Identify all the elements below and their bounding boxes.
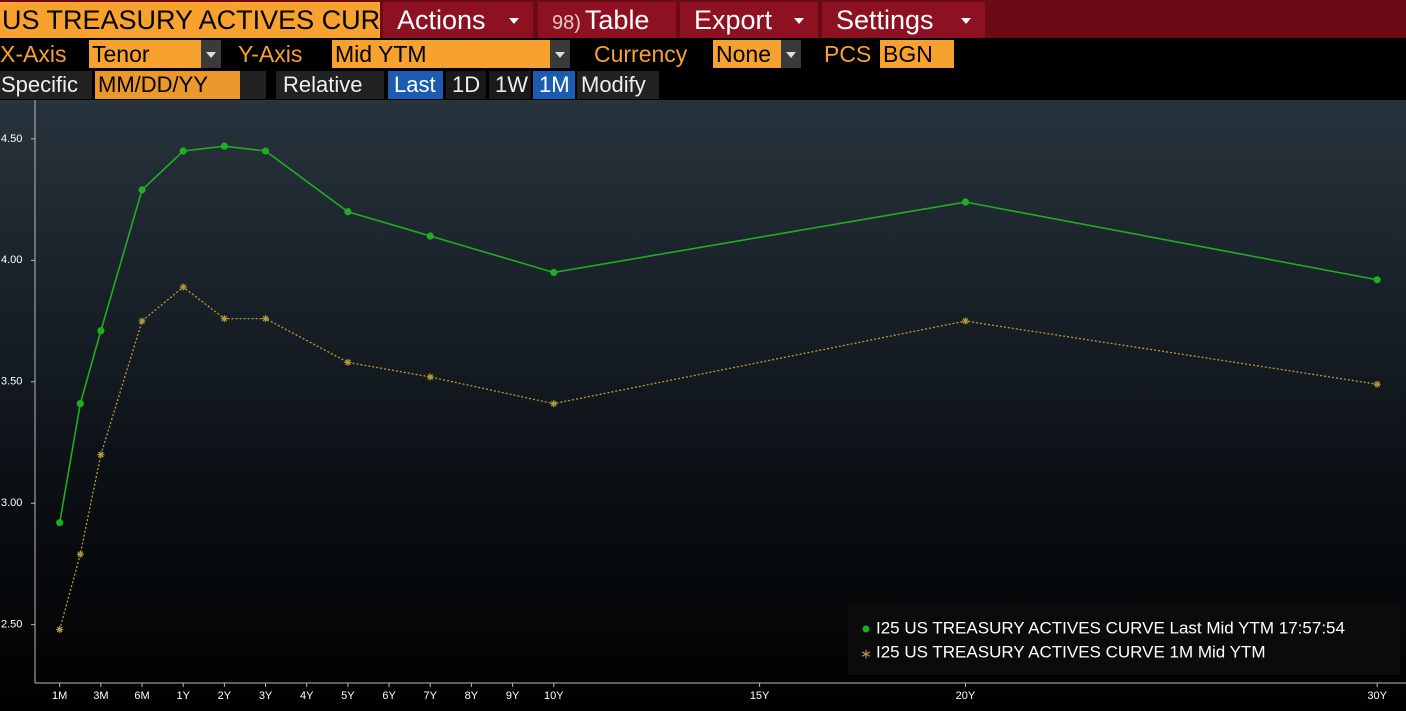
- x-tick-label: 20Y: [956, 690, 976, 702]
- data-point: [220, 315, 228, 323]
- x-tick-label: 1Y: [176, 690, 190, 702]
- period-button[interactable]: Last: [388, 71, 443, 99]
- x-tick-label: 30Y: [1367, 690, 1387, 702]
- data-point: [262, 315, 270, 323]
- data-point: [1373, 276, 1381, 284]
- x-tick-label: 9Y: [506, 690, 520, 702]
- data-point: [344, 358, 352, 366]
- data-point: [56, 626, 64, 634]
- dropdown-arrow[interactable]: [781, 40, 801, 68]
- data-point: [138, 317, 146, 325]
- field-label: PCS: [824, 41, 872, 67]
- field-input[interactable]: None: [713, 40, 781, 68]
- data-point: [261, 147, 270, 155]
- y-tick-label: 4.00: [1, 254, 22, 266]
- data-point: [97, 327, 105, 335]
- x-tick-label: 6M: [134, 690, 149, 702]
- legend-label: I25 US TREASURY ACTIVES CURVE Last Mid Y…: [876, 618, 1345, 637]
- data-point: [426, 373, 434, 381]
- period-button[interactable]: 1W: [489, 71, 531, 99]
- field-label: Y-Axis: [238, 41, 303, 67]
- dropdown-arrow[interactable]: [201, 40, 221, 68]
- legend-label: I25 US TREASURY ACTIVES CURVE 1M Mid YTM: [876, 642, 1266, 661]
- data-point: [1373, 380, 1381, 388]
- series-line: [58, 145, 1378, 523]
- data-point: [426, 232, 434, 240]
- dropdown-arrow[interactable]: [550, 40, 570, 68]
- x-tick-label: 3Y: [259, 690, 273, 702]
- field-label: Currency: [594, 41, 688, 67]
- data-point: [56, 519, 64, 527]
- specific-label: Specific: [0, 71, 92, 99]
- x-tick-label: 8Y: [465, 690, 479, 702]
- y-tick-label: 3.00: [1, 497, 22, 509]
- y-tick-label: 3.50: [1, 376, 22, 388]
- data-point: [550, 400, 558, 408]
- x-tick-label: 5Y: [341, 690, 355, 702]
- data-point: [220, 142, 228, 150]
- x-tick-label: 6Y: [382, 690, 396, 702]
- table-menu[interactable]: 98) Table: [538, 2, 676, 38]
- data-point: [961, 198, 970, 206]
- legend-marker: ∗: [860, 646, 872, 662]
- data-point: [97, 451, 105, 459]
- date-input[interactable]: MM/DD/YY: [95, 71, 240, 99]
- field-input[interactable]: Mid YTM: [332, 40, 550, 68]
- window-title: US TREASURY ACTIVES CURV: [0, 2, 380, 38]
- data-point: [76, 400, 84, 408]
- actions-menu[interactable]: Actions: [383, 2, 533, 38]
- x-tick-label: 15Y: [750, 690, 770, 702]
- calendar-icon[interactable]: [240, 71, 266, 99]
- x-tick-label: 10Y: [544, 690, 564, 702]
- export-menu[interactable]: Export: [680, 2, 818, 38]
- series-line: [59, 286, 1378, 630]
- date-bar: Specific MM/DD/YY Relative Last 1D 1W 1M…: [0, 70, 1406, 100]
- legend-marker: [862, 625, 870, 633]
- chart: 2.50 3.00 3.50 4.00 4.50 1M 3M 6M 1Y 2Y 3Y 4Y 5Y 6Y 7Y…: [0, 100, 1406, 711]
- field-input[interactable]: Tenor: [89, 40, 201, 68]
- data-point: [550, 268, 558, 277]
- field-bar: X-Axis Tenor Y-Axis Mid YTM Currency Non…: [0, 38, 1406, 70]
- data-point: [76, 550, 84, 558]
- x-tick-label: 4Y: [300, 690, 314, 702]
- data-point: [344, 208, 352, 216]
- menu-label: Table: [584, 5, 650, 35]
- data-point: [961, 317, 969, 325]
- period-button[interactable]: 1M: [533, 71, 575, 99]
- data-point: [179, 147, 187, 155]
- data-point: [179, 283, 187, 291]
- data-point: [138, 186, 146, 194]
- x-tick-label: 2Y: [218, 690, 232, 702]
- field-input[interactable]: BGN: [880, 40, 954, 68]
- modify-button[interactable]: Modify: [577, 71, 659, 99]
- x-tick-label: 3M: [93, 690, 108, 702]
- settings-menu[interactable]: Settings: [822, 2, 985, 38]
- relative-label: Relative: [276, 71, 384, 99]
- menu-bar: US TREASURY ACTIVES CURV Actions 98) Tabl…: [0, 0, 1406, 38]
- y-tick-label: 2.50: [1, 619, 22, 631]
- x-tick-label: 1M: [52, 690, 67, 702]
- legend-box: [848, 605, 1400, 675]
- period-button[interactable]: 1D: [446, 71, 486, 99]
- x-tick-label: 7Y: [424, 690, 438, 702]
- field-label: X-Axis: [0, 41, 67, 67]
- menu-code: 98): [552, 12, 581, 34]
- y-tick-label: 4.50: [1, 133, 22, 145]
